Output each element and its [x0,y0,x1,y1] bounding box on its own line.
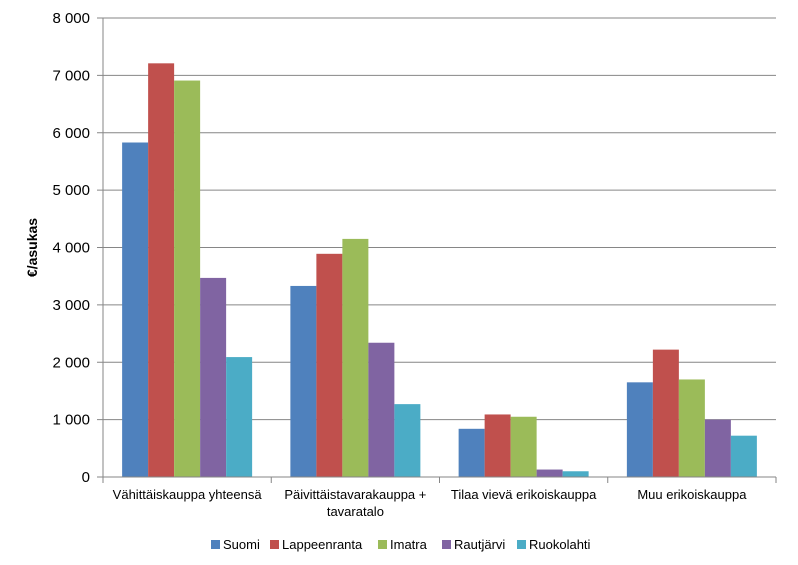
legend-swatch [378,540,387,549]
legend-label: Ruokolahti [529,537,591,552]
category-labels: Vähittäiskauppa yhteensä Päivittäistavara… [113,487,748,519]
bar-suomi [458,428,485,477]
bar-ruokolahti [730,435,757,477]
legend-label: Suomi [223,537,260,552]
bar-suomi [626,382,653,477]
category-label: Muu erikoiskauppa [637,487,747,502]
bar-imatra [678,379,705,477]
bar-lappeenranta [148,63,175,478]
bar-ruokolahti [394,404,421,477]
category-label: Vähittäiskauppa yhteensä [113,487,263,502]
category-label: Päivittäistavarakauppa + tavaratalo [284,487,426,519]
bar-imatra [510,416,537,477]
bar-rautjärvi [200,277,227,477]
bars [122,63,757,478]
bar-imatra [174,80,201,477]
bar-rautjärvi [368,342,395,477]
y-tick-label: 2 000 [52,354,90,371]
legend-label: Rautjärvi [454,537,505,552]
y-tick-label: 8 000 [52,10,90,27]
legend-swatch [211,540,220,549]
axes [102,18,777,483]
bar-lappeenranta [484,414,511,477]
y-tick-label: 3 000 [52,297,90,314]
y-tick-label: 1 000 [52,412,90,429]
legend: Suomi Lappeenranta Imatra Rautjärvi Ruokolah… [211,537,591,552]
legend-swatch [270,540,279,549]
bar-imatra [342,238,369,477]
y-axis-label: €/asukas [24,218,40,277]
y-tick-label: 7 000 [52,67,90,84]
y-tick-label: 6 000 [52,125,90,142]
bar-suomi [290,285,317,477]
bar-rautjärvi [704,419,731,477]
legend-swatch [442,540,451,549]
y-tick-label: 0 [82,469,90,486]
legend-label: Imatra [390,537,428,552]
category-label: Tilaa vievä erikoiskauppa [451,487,597,502]
y-tick-labels: 0 1 000 2 000 3 000 4 000 5 000 6 000 7 000 8 00… [52,10,90,486]
bar-rautjärvi [536,469,563,477]
legend-swatch [517,540,526,549]
bar-lappeenranta [316,253,343,477]
y-tick-label: 4 000 [52,240,90,257]
bar-lappeenranta [652,349,679,477]
legend-label: Lappeenranta [282,537,363,552]
bar-ruokolahti [226,357,253,477]
bar-ruokolahti [562,471,589,477]
bar-suomi [122,142,149,477]
y-tick-label: 5 000 [52,182,90,199]
